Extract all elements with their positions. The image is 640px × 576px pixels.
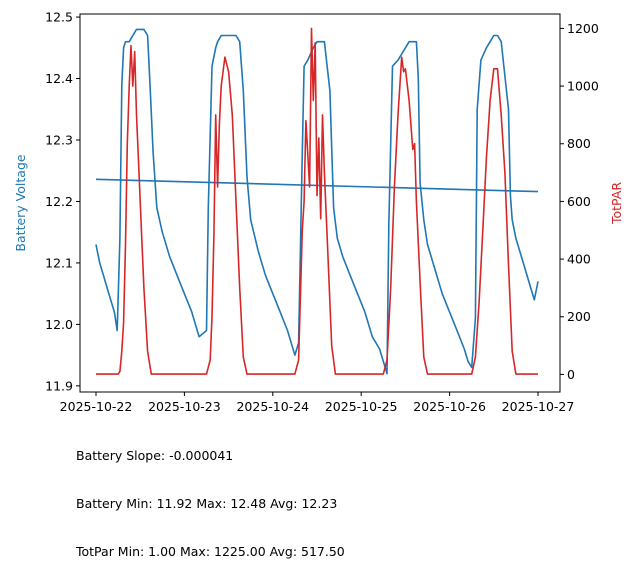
y-right-tick-label: 1000 [567,79,599,94]
y-axis-right: 0 200 400 600 800 1000 1200 [560,21,599,382]
y-right-tick-label: 600 [567,194,591,209]
dual-axis-line-chart: 2025-10-22 2025-10-23 2025-10-24 2025-10-25… [13,10,624,414]
y-left-tick-label: 12.2 [45,194,73,209]
y-axis-left-label: Battery Voltage [13,154,28,251]
y-right-tick-label: 1200 [567,21,599,36]
y-right-tick-label: 800 [567,136,591,151]
y-left-tick-label: 12.3 [45,133,73,148]
x-tick-label: 2025-10-27 [502,399,575,414]
y-axis-right-label: TotPAR [609,182,624,225]
plot-lines [95,27,539,375]
plot-frame [79,13,561,393]
series-totpar-line [96,27,538,375]
x-tick-label: 2025-10-24 [236,399,309,414]
x-tick-label: 2025-10-22 [60,399,133,414]
y-left-tick-label: 12.4 [45,71,73,86]
y-left-tick-label: 12.5 [45,10,73,25]
x-tick-label: 2025-10-23 [148,399,221,414]
x-axis: 2025-10-22 2025-10-23 2025-10-24 2025-10-25… [60,392,575,414]
totpar-stats-text: TotPar Min: 1.00 Max: 1225.00 Avg: 517.5… [76,544,345,559]
y-axis-left: 11.9 12.0 12.1 12.2 12.3 12.4 12.5 [45,10,80,393]
series-battery-voltage-line [95,28,539,375]
battery-slope-text: Battery Slope: -0.000041 [76,448,234,463]
y-right-tick-label: 0 [567,367,575,382]
y-right-tick-label: 400 [567,252,591,267]
stats-annotation: Battery Slope: -0.000041 Battery Min: 11… [76,416,345,576]
y-left-tick-label: 12.0 [45,317,73,332]
y-left-tick-label: 11.9 [45,378,73,393]
y-left-tick-label: 12.1 [45,255,73,270]
battery-stats-text: Battery Min: 11.92 Max: 12.48 Avg: 12.23 [76,496,338,511]
y-right-tick-label: 200 [567,309,591,324]
x-tick-label: 2025-10-25 [325,399,398,414]
x-tick-label: 2025-10-26 [413,399,486,414]
